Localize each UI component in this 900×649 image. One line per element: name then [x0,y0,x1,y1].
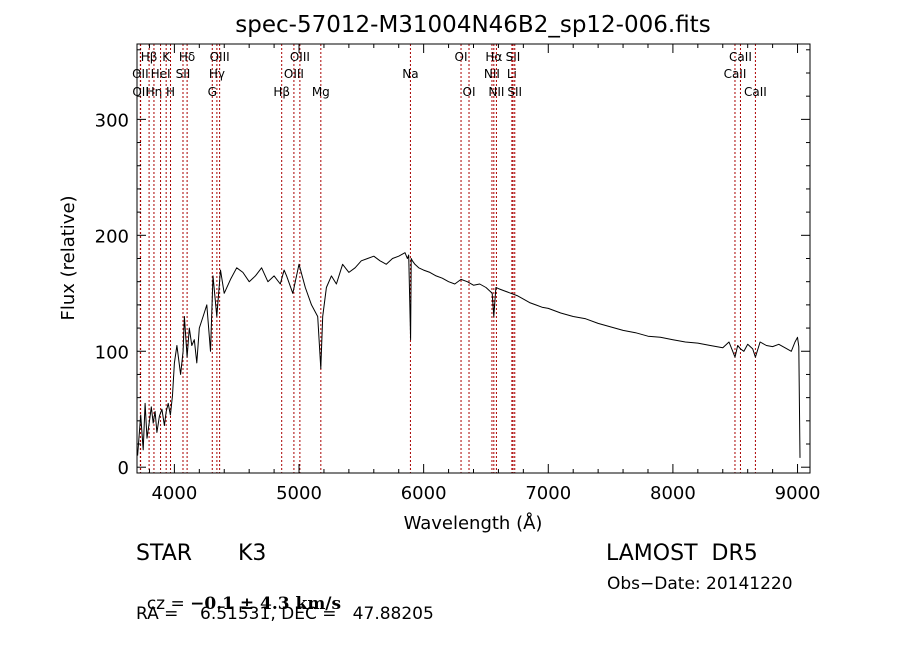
marker-label-14: OIII [290,50,310,64]
marker-label-12: Hβ [273,85,290,99]
marker-label-23: SII [506,50,521,64]
marker-label-26: CaII [729,50,752,64]
marker-label-11: OIII [210,50,230,64]
marker-label-4: HeI [151,67,171,81]
marker-label-9: G [208,85,217,99]
line-markers-group: HβOIIOIIHηHeIKHSIIHδGHγOIIIHβOIIIOIIIMgN… [132,44,767,473]
marker-label-8: Hδ [179,50,195,64]
marker-label-15: Mg [312,85,330,99]
marker-label-27: CaII [744,85,767,99]
x-tick-label-3: 7000 [525,483,571,504]
x-axis-label: Wavelength (Å) [404,512,543,534]
marker-label-3: Hη [146,85,163,99]
marker-label-0: Hβ [141,50,158,64]
cz-prefix: cz = [146,594,191,614]
y-tick-label-3: 300 [95,110,129,131]
marker-label-21: NII [488,85,504,99]
y-tick-label-2: 200 [95,226,129,247]
x-tick-label-0: 4000 [151,483,197,504]
x-tick-label-2: 6000 [401,483,447,504]
object-class: STAR [136,541,193,566]
marker-label-2: OII [132,85,149,99]
marker-label-16: Na [402,67,418,81]
redshift-line: cz = −0.1 ± 4.3 km/s [136,574,341,614]
y-axis-ticks: 0 100 200 300 [95,49,810,479]
survey-label: LAMOST DR5 [606,541,758,566]
plot-frame [136,43,811,474]
marker-label-19: NII [484,67,500,81]
marker-label-25: CaII [724,67,747,81]
cz-value: −0.1 ± 4.3 km/s [190,594,342,614]
y-tick-label-1: 100 [95,342,129,363]
marker-label-18: OI [463,85,476,99]
x-tick-label-1: 5000 [276,483,322,504]
spectrum-series-group [137,252,801,458]
spectrum-line [137,252,801,458]
chart-title: spec-57012-M31004N46B2_sp12-006.fits [235,12,710,38]
y-axis-label: Flux (relative) [58,195,79,320]
marker-label-6: H [166,85,175,99]
x-tick-label-4: 8000 [650,483,696,504]
marker-label-10: Hγ [209,67,225,81]
marker-label-22: Li [507,67,517,81]
marker-label-17: OI [455,50,468,64]
marker-label-7: SII [176,67,191,81]
coordinates: RA = 6.51531, DEC = 47.88205 [136,604,434,624]
marker-label-20: Hα [485,50,502,64]
observation-date: Obs−Date: 20141220 [607,574,793,594]
x-axis-ticks: 4000 5000 6000 7000 8000 9000 [148,44,821,504]
marker-label-5: K [162,50,171,64]
marker-label-24: SII [507,85,522,99]
y-tick-label-0: 0 [118,458,129,479]
object-subclass: K3 [238,541,267,566]
marker-label-13: OIII [284,67,304,81]
x-tick-label-5: 9000 [775,483,821,504]
